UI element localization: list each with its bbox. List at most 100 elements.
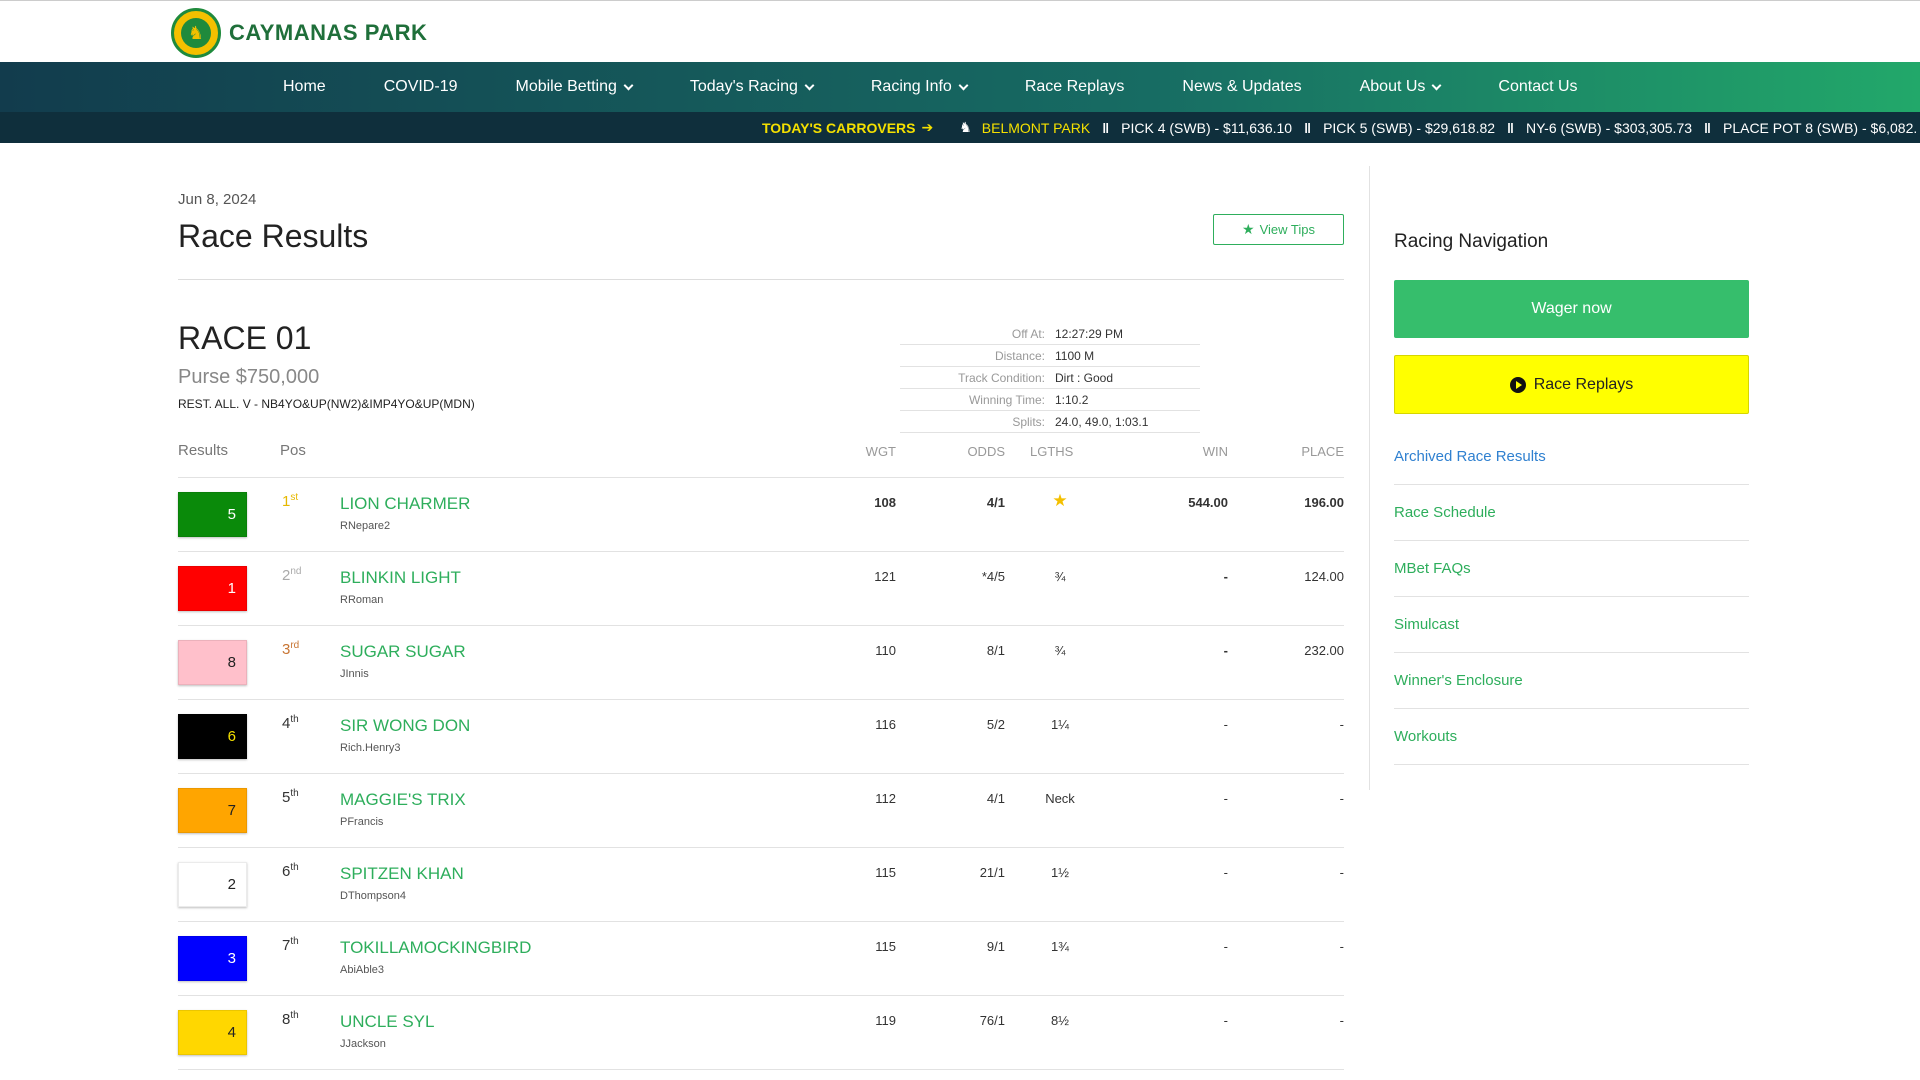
horse-name-link[interactable]: TOKILLAMOCKINGBIRD (340, 938, 532, 957)
carryovers-label[interactable]: TODAY'S CARROVERS (762, 119, 916, 136)
table-row: 4 8th UNCLE SYL JJackson 119 76/1 8½ - - (178, 996, 1344, 1070)
sidebar-link[interactable]: Race Schedule (1394, 485, 1749, 541)
position-number: 5 (282, 789, 291, 806)
sidebar-link[interactable]: MBet FAQs (1394, 541, 1749, 597)
wager-now-label: Wager now (1531, 300, 1612, 317)
nav-item-label: Today's Racing (689, 78, 798, 95)
weight-cell: 116 (875, 717, 896, 732)
position-number: 4 (282, 715, 291, 732)
position-suffix: th (290, 1010, 299, 1021)
lengths-cell: ¾ (1054, 643, 1066, 658)
win-payout-cell: - (1223, 1013, 1228, 1028)
view-tips-button[interactable]: ★ View Tips (1213, 214, 1344, 245)
horse-name-link[interactable]: SIR WONG DON (340, 716, 471, 735)
nav-item[interactable]: COVID-19 (384, 78, 458, 96)
table-row: 1 2nd BLINKIN LIGHT RRoman 121 *4/5 ¾ - 124.00 (178, 552, 1344, 626)
position-number: 6 (282, 863, 291, 880)
horse-name-link[interactable]: SPITZEN KHAN (340, 864, 464, 883)
top-bar: ♞ CAYMANAS PARK (0, 0, 1920, 62)
odds-cell: 5/2 (986, 717, 1005, 732)
play-icon (1509, 376, 1526, 393)
race-info-value: 1:10.2 (1055, 392, 1089, 407)
horse-name-link[interactable]: BLINKIN LIGHT (340, 568, 461, 587)
nav-item-label: About Us (1359, 78, 1426, 95)
table-row: 5 1st LION CHARMER RNepare2 108 4/1 ★ 544.00 196… (178, 478, 1344, 552)
nav-item[interactable]: News & Updates (1182, 78, 1301, 96)
nav-item[interactable]: Racing Info (870, 78, 969, 96)
race-replays-button[interactable]: Race Replays (1394, 355, 1749, 414)
horse-name-link[interactable]: SUGAR SUGAR (340, 642, 466, 661)
race-title: RACE 01 (178, 320, 312, 356)
site-logo[interactable]: ♞ CAYMANAS PARK (171, 8, 427, 58)
nav-item[interactable]: Race Replays (1025, 78, 1125, 96)
nav-item[interactable]: Contact Us (1498, 78, 1577, 96)
table-row: 3 7th TOKILLAMOCKINGBIRD AbiAble3 115 9/1 1¾ - - (178, 922, 1344, 996)
horse-name-link[interactable]: UNCLE SYL (340, 1012, 435, 1031)
finish-position: 5th (282, 788, 299, 806)
horse-name-link[interactable]: MAGGIE'S TRIX (340, 790, 466, 809)
race-info-row: Off At: 12:27:29 PM (900, 323, 1200, 345)
lengths-cell: 1¼ (1050, 717, 1070, 732)
nav-item[interactable]: Home (283, 78, 326, 96)
lengths-cell: ¾ (1054, 569, 1066, 584)
program-number: 6 (178, 714, 247, 759)
jockey-name: RNepare2 (340, 520, 391, 532)
odds-cell: 4/1 (986, 791, 1005, 806)
race-conditions: REST. ALL. V - NB4YO&UP(NW2)&IMP4YO&UP(M… (178, 397, 475, 411)
position-number: 8 (282, 1011, 291, 1028)
page-title: Race Results (178, 218, 369, 254)
results-table-body: 5 1st LION CHARMER RNepare2 108 4/1 ★ 544.00 196… (178, 478, 1344, 1070)
program-number: 5 (178, 492, 247, 537)
race-info-key: Off At: (1011, 326, 1045, 341)
sidebar-divider (1369, 166, 1370, 790)
nav-item-label: News & Updates (1182, 78, 1302, 95)
winner-star-icon: ★ (1052, 491, 1068, 510)
sidebar-link[interactable]: Winner's Enclosure (1394, 653, 1749, 709)
race-info-key: Splits: (1012, 414, 1045, 429)
sidebar-link[interactable]: Archived Race Results (1394, 429, 1749, 485)
wager-now-button[interactable]: Wager now (1394, 280, 1749, 338)
ticker-separator: ‖ (1704, 119, 1711, 136)
odds-cell: 8/1 (986, 643, 1005, 658)
race-info-value: 12:27:29 PM (1055, 326, 1124, 341)
arrow-right-icon: ➔ (921, 119, 934, 135)
jockey-name: DThompson4 (340, 890, 407, 902)
program-number: 7 (178, 788, 247, 833)
program-number: 3 (178, 936, 247, 981)
place-payout-cell: 124.00 (1304, 569, 1344, 584)
header-lgths: LGTHS (1030, 444, 1074, 459)
position-suffix: th (290, 788, 299, 799)
position-suffix: th (290, 936, 299, 947)
header-place: PLACE (1301, 444, 1344, 459)
table-row: 6 4th SIR WONG DON Rich.Henry3 116 5/2 1¼ - - (178, 700, 1344, 774)
ticker-item: PLACE POT 8 (SWB) - $6,082. (1722, 119, 1918, 136)
ticker-separator: ‖ (1102, 119, 1110, 136)
nav-item-label: Racing Info (870, 78, 952, 95)
nav-item-label: Race Replays (1024, 78, 1125, 95)
win-payout-cell: - (1223, 569, 1228, 584)
win-payout-cell: - (1223, 643, 1228, 658)
sidebar-title: Racing Navigation (1394, 231, 1549, 252)
sidebar-link[interactable]: Workouts (1394, 709, 1749, 765)
ticker-separator: ‖ (1304, 119, 1312, 136)
race-date: Jun 8, 2024 (178, 191, 257, 208)
ticker-item: NY-6 (SWB) - $303,305.73 (1526, 119, 1693, 136)
jockey-name: Rich.Henry3 (340, 742, 401, 754)
place-payout-cell: 196.00 (1304, 495, 1344, 510)
jockey-name: PFrancis (340, 816, 384, 828)
place-payout-cell: - (1339, 1013, 1344, 1028)
nav-item[interactable]: Mobile Betting (515, 78, 634, 96)
table-row: 7 5th MAGGIE'S TRIX PFrancis 112 4/1 Neck - - (178, 774, 1344, 848)
sidebar-link[interactable]: Simulcast (1394, 597, 1749, 653)
weight-cell: 121 (874, 569, 896, 584)
place-payout-cell: - (1339, 865, 1344, 880)
weight-cell: 108 (874, 495, 896, 510)
position-number: 3 (282, 641, 291, 658)
nav-item-label: Home (283, 78, 326, 95)
program-number: 4 (178, 1010, 247, 1055)
nav-item[interactable]: Today's Racing (689, 78, 815, 96)
horse-name-link[interactable]: LION CHARMER (340, 494, 471, 513)
header-results: Results (178, 442, 229, 459)
main-nav: Home COVID-19 Mobile Betting Today's Racing… (0, 62, 1920, 112)
nav-item[interactable]: About Us (1359, 78, 1442, 96)
